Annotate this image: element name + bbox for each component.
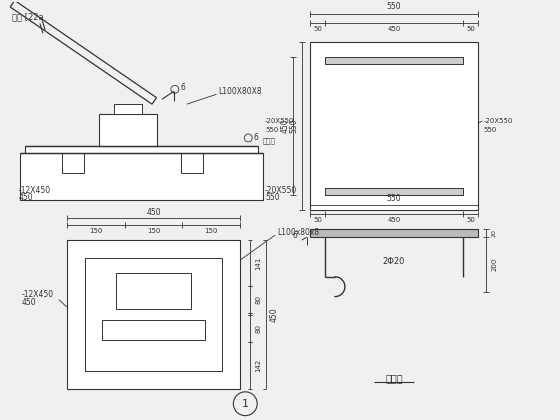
Text: 550: 550 <box>483 127 497 133</box>
Text: 450: 450 <box>269 307 278 322</box>
Text: 550: 550 <box>290 119 298 133</box>
Text: 150: 150 <box>147 228 160 234</box>
Text: 142: 142 <box>255 359 261 372</box>
Text: 50: 50 <box>466 217 475 223</box>
Text: 550: 550 <box>387 3 402 11</box>
Text: -20X550: -20X550 <box>265 186 297 195</box>
Bar <box>67 240 240 389</box>
Text: 2Φ20: 2Φ20 <box>383 257 405 266</box>
Text: 1: 1 <box>242 399 249 409</box>
Bar <box>115 273 192 309</box>
Text: 6: 6 <box>180 83 185 92</box>
Text: -12X450: -12X450 <box>18 186 50 195</box>
Bar <box>25 146 258 153</box>
Text: 6: 6 <box>254 134 259 142</box>
Text: 550: 550 <box>265 193 280 202</box>
Text: 450: 450 <box>22 298 37 307</box>
Text: 150: 150 <box>89 228 102 234</box>
Text: 80: 80 <box>255 324 261 333</box>
Bar <box>310 229 478 237</box>
Bar <box>325 188 463 195</box>
Text: 80: 80 <box>255 295 261 304</box>
Text: L100X80X8: L100X80X8 <box>218 87 262 96</box>
Text: 200: 200 <box>491 258 497 271</box>
Text: 50: 50 <box>313 217 322 223</box>
Text: 50: 50 <box>466 26 475 32</box>
Text: L100x80x8: L100x80x8 <box>277 228 319 236</box>
Text: 50: 50 <box>313 26 322 32</box>
Text: 450: 450 <box>146 208 161 217</box>
Bar <box>85 258 222 371</box>
Text: 预埋件: 预埋件 <box>385 373 403 383</box>
Bar <box>100 114 157 146</box>
Bar <box>310 42 478 210</box>
Text: 20: 20 <box>492 229 497 237</box>
Text: 450: 450 <box>281 119 290 133</box>
Text: 450: 450 <box>18 193 33 202</box>
Text: 槽钢 [22a: 槽钢 [22a <box>12 12 44 21</box>
Text: 150: 150 <box>205 228 218 234</box>
Bar <box>114 104 142 114</box>
Bar <box>325 57 463 64</box>
Text: 450: 450 <box>388 26 401 32</box>
Text: 141: 141 <box>255 256 261 270</box>
Text: -12X450: -12X450 <box>22 290 54 299</box>
Text: 550: 550 <box>265 127 278 133</box>
Text: 预埋件: 预埋件 <box>263 138 276 144</box>
Text: 550: 550 <box>387 194 402 203</box>
Text: -20X550: -20X550 <box>265 118 295 124</box>
Bar <box>102 320 206 341</box>
Text: 6: 6 <box>292 231 297 240</box>
Bar <box>20 153 263 200</box>
Text: 450: 450 <box>388 217 401 223</box>
Text: -20X550: -20X550 <box>483 118 513 124</box>
